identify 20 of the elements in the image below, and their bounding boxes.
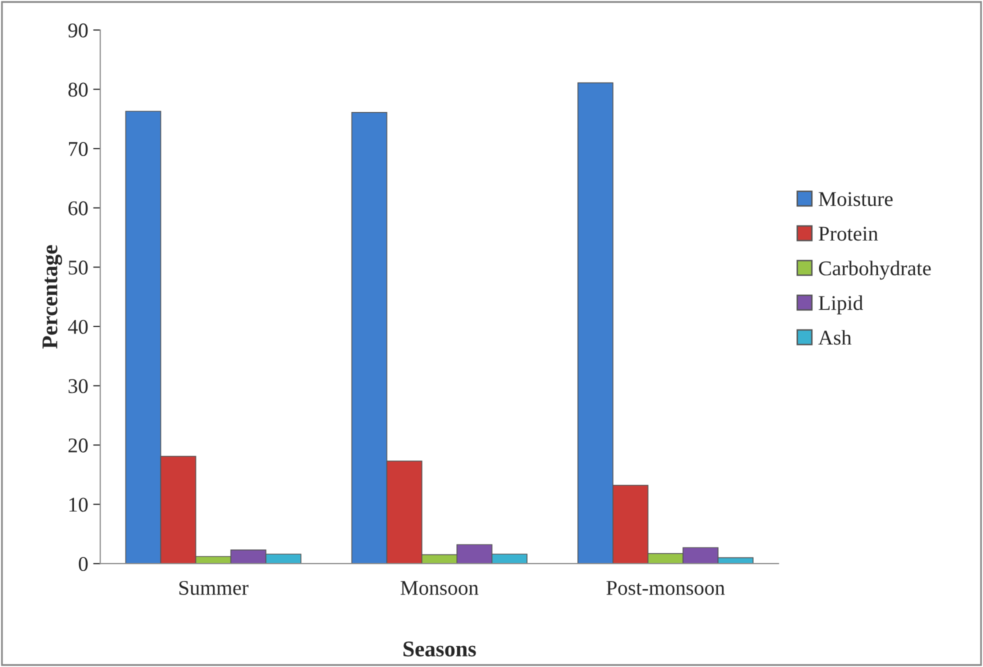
y-tick-label: 40 [68, 320, 88, 334]
y-tick-label: 30 [68, 379, 88, 394]
y-axis-title: Percentage [42, 245, 62, 349]
y-tick-label: 90 [68, 23, 88, 38]
legend-label: Carbohydrate [818, 260, 931, 280]
x-tick-label: Monsoon [400, 581, 478, 595]
legend-label: Ash [818, 330, 852, 345]
y-tick-label: 20 [68, 438, 88, 452]
y-tick-label: 10 [69, 498, 88, 512]
x-tick-label: Post-monsoon [606, 581, 725, 595]
legend-label: Lipid [818, 295, 863, 314]
legend-label: Protein [818, 226, 878, 241]
legend-label: Moisture [818, 192, 893, 206]
y-tick-label: 80 [68, 82, 88, 97]
y-tick-label: 60 [68, 201, 88, 216]
x-axis-title: Seasons [404, 642, 476, 656]
x-tick-label: Summer [179, 580, 248, 595]
y-tick-label: 0 [78, 556, 88, 572]
y-tick-label: 70 [69, 142, 88, 156]
y-tick-label: 50 [68, 260, 88, 275]
